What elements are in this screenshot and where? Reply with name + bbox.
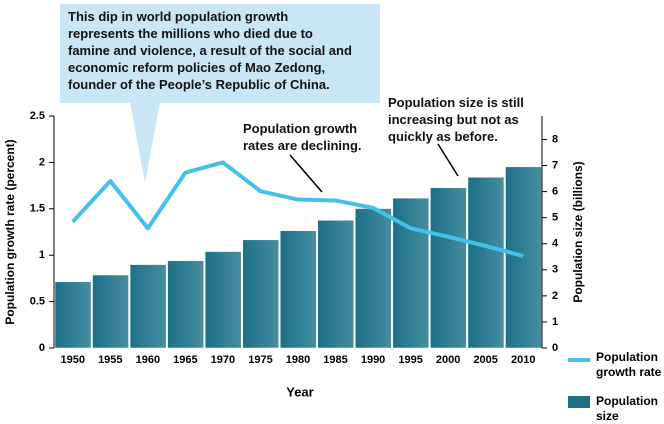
y2-tick-label: 5 [552,212,558,224]
bar [317,220,355,349]
y-tick-label: 0 [39,342,45,354]
callout-pointer [130,102,160,183]
x-tick-label: 1955 [98,354,122,366]
x-tick-label: 2010 [511,354,535,366]
x-tick-label: 1985 [323,354,347,366]
x-tick-label: 2000 [436,354,460,366]
x-tick-label: 1975 [248,354,272,366]
pointer-line [289,154,323,193]
x-tick-label: 1950 [61,354,85,366]
y2-tick-label: 1 [552,316,558,328]
y-tick-label: 2.5 [30,110,45,122]
bar [92,274,129,349]
annotation-line: quickly as before. [388,129,498,144]
bar [167,260,204,349]
y-tick-label: 0.5 [30,296,45,308]
y2-tick-label: 7 [552,159,558,171]
y-tick-label: 1.5 [30,203,45,215]
y2-axis-label: Population size (billions) [571,161,585,302]
y-axis-label: Population growth rate (percent) [3,139,17,324]
annotation-line: economic reform policies of Mao Zedong, [68,60,326,75]
annotation-line: rates are declining. [243,138,362,153]
annotation-line: This dip in world population growth [68,9,289,24]
y2-tick-label: 3 [552,264,558,276]
bar [467,177,505,349]
annotation: This dip in world population growth repre… [68,8,352,93]
line [71,160,524,259]
annotation-line: represents the millions who died due to [68,26,313,41]
bar [355,208,392,349]
x-tick-label: 1980 [286,354,310,366]
y2-tick-label: 4 [552,238,559,250]
y2-tick-label: 0 [552,342,558,354]
x-tick-label: 1960 [136,354,160,366]
bar [54,281,92,349]
y2-tick-label: 8 [552,133,558,145]
annotation-line: Population growth [243,121,358,136]
annotation-line: Population size is still [388,95,524,110]
y2-tick-label: 2 [552,290,558,302]
bar [204,251,242,349]
bar [430,187,467,349]
y2-tick-label: 6 [552,186,558,198]
annotation-line: founder of the People’s Republic of Chin… [68,77,330,92]
x-tick-label: 1970 [211,354,235,366]
legend-label: Population growth rate [596,350,662,379]
x-axis-label: Year [286,384,313,399]
x-tick-label: 1990 [361,354,385,366]
bar [129,264,167,349]
x-tick-label: 2005 [473,354,497,366]
annotation: Population size is still increasing but n… [388,94,524,145]
x-tick-label: 1995 [398,354,422,366]
x-tick-label: 1965 [173,354,197,366]
bar [505,166,542,349]
annotation: Population growth rates are declining. [243,120,362,154]
pointer-line [437,143,459,177]
y-tick-label: 1 [39,249,45,261]
bar [242,239,279,349]
bar [279,230,317,349]
y-tick-label: 2 [39,156,45,168]
annotation-line: famine and violence, a result of the soc… [68,43,352,58]
annotation-line: increasing but not as [388,112,519,127]
legend-swatch [568,396,590,408]
legend-label: Population size [596,394,658,423]
callout-box [60,4,380,103]
